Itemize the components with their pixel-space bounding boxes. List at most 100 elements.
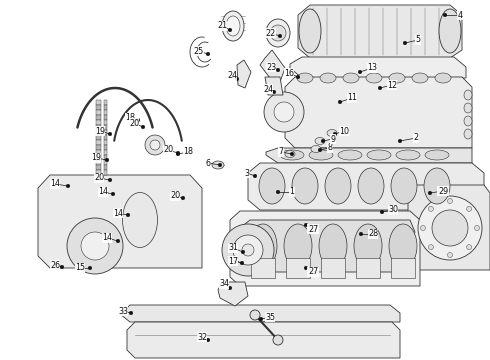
Circle shape xyxy=(145,135,165,155)
Circle shape xyxy=(338,100,342,104)
Circle shape xyxy=(378,86,382,90)
Circle shape xyxy=(126,213,130,217)
Polygon shape xyxy=(103,130,106,135)
Circle shape xyxy=(228,286,232,290)
Circle shape xyxy=(242,244,254,256)
Circle shape xyxy=(181,196,185,200)
Polygon shape xyxy=(103,110,106,114)
Circle shape xyxy=(274,102,294,122)
Text: 29: 29 xyxy=(438,186,448,195)
Text: 14: 14 xyxy=(98,188,108,197)
Circle shape xyxy=(253,174,257,178)
Ellipse shape xyxy=(212,161,224,169)
Text: 24: 24 xyxy=(263,85,273,94)
Ellipse shape xyxy=(464,90,472,100)
Text: 3: 3 xyxy=(245,168,249,177)
Ellipse shape xyxy=(425,150,449,160)
Ellipse shape xyxy=(424,168,450,204)
Text: 13: 13 xyxy=(367,63,377,72)
Circle shape xyxy=(318,148,322,152)
Ellipse shape xyxy=(266,19,290,47)
Circle shape xyxy=(150,140,160,150)
Circle shape xyxy=(380,210,384,214)
Text: 14: 14 xyxy=(50,180,60,189)
Polygon shape xyxy=(96,150,100,154)
Text: 1: 1 xyxy=(290,188,294,197)
Text: 20: 20 xyxy=(94,174,104,183)
Polygon shape xyxy=(96,105,100,109)
Polygon shape xyxy=(290,57,466,78)
Text: 6: 6 xyxy=(205,158,211,167)
Text: 16: 16 xyxy=(284,68,294,77)
Circle shape xyxy=(176,152,180,156)
Circle shape xyxy=(290,152,294,156)
Polygon shape xyxy=(96,135,100,139)
Text: 22: 22 xyxy=(265,28,275,37)
Polygon shape xyxy=(96,120,100,125)
Circle shape xyxy=(428,206,434,211)
Polygon shape xyxy=(96,160,100,165)
Ellipse shape xyxy=(259,168,285,204)
Ellipse shape xyxy=(292,168,318,204)
Polygon shape xyxy=(103,155,106,159)
Ellipse shape xyxy=(464,103,472,113)
Polygon shape xyxy=(285,77,472,148)
Text: 9: 9 xyxy=(330,135,336,144)
Polygon shape xyxy=(103,115,106,120)
Circle shape xyxy=(304,223,308,227)
Text: 35: 35 xyxy=(265,312,275,321)
Circle shape xyxy=(418,196,482,260)
Circle shape xyxy=(105,158,109,162)
Ellipse shape xyxy=(284,224,312,268)
Text: 30: 30 xyxy=(388,206,398,215)
Ellipse shape xyxy=(299,9,321,53)
Polygon shape xyxy=(96,170,100,175)
Polygon shape xyxy=(96,155,100,159)
Circle shape xyxy=(466,206,471,211)
Text: 21: 21 xyxy=(217,22,227,31)
Ellipse shape xyxy=(311,145,321,153)
Text: 31: 31 xyxy=(228,243,238,252)
Circle shape xyxy=(250,310,260,320)
Text: 20: 20 xyxy=(170,192,180,201)
Text: 33: 33 xyxy=(118,306,128,315)
Circle shape xyxy=(108,132,112,136)
Polygon shape xyxy=(391,258,415,278)
Polygon shape xyxy=(103,165,106,170)
Circle shape xyxy=(241,250,245,254)
Circle shape xyxy=(264,92,304,132)
Circle shape xyxy=(218,163,222,167)
Circle shape xyxy=(296,75,300,79)
Polygon shape xyxy=(96,115,100,120)
Text: 24: 24 xyxy=(227,72,237,81)
Circle shape xyxy=(176,151,180,155)
Text: 20: 20 xyxy=(163,145,173,154)
Circle shape xyxy=(108,178,112,182)
Ellipse shape xyxy=(366,73,382,83)
Circle shape xyxy=(398,139,402,143)
Polygon shape xyxy=(103,160,106,165)
Polygon shape xyxy=(298,5,462,58)
Polygon shape xyxy=(408,185,490,270)
Text: 11: 11 xyxy=(347,94,357,103)
Text: 27: 27 xyxy=(308,225,318,234)
Circle shape xyxy=(141,125,145,129)
Polygon shape xyxy=(103,145,106,149)
Polygon shape xyxy=(103,100,106,104)
Polygon shape xyxy=(251,258,275,278)
Text: 14: 14 xyxy=(113,208,123,217)
Polygon shape xyxy=(103,125,106,130)
Text: 4: 4 xyxy=(458,10,463,19)
Text: 18: 18 xyxy=(125,113,135,122)
Polygon shape xyxy=(218,282,248,306)
Polygon shape xyxy=(96,130,100,135)
Circle shape xyxy=(116,239,120,243)
Ellipse shape xyxy=(249,224,277,268)
Ellipse shape xyxy=(315,138,325,144)
Ellipse shape xyxy=(327,130,337,136)
Circle shape xyxy=(358,70,362,74)
Polygon shape xyxy=(266,148,472,163)
Text: 34: 34 xyxy=(219,279,229,288)
Ellipse shape xyxy=(226,16,240,36)
Polygon shape xyxy=(230,211,420,286)
